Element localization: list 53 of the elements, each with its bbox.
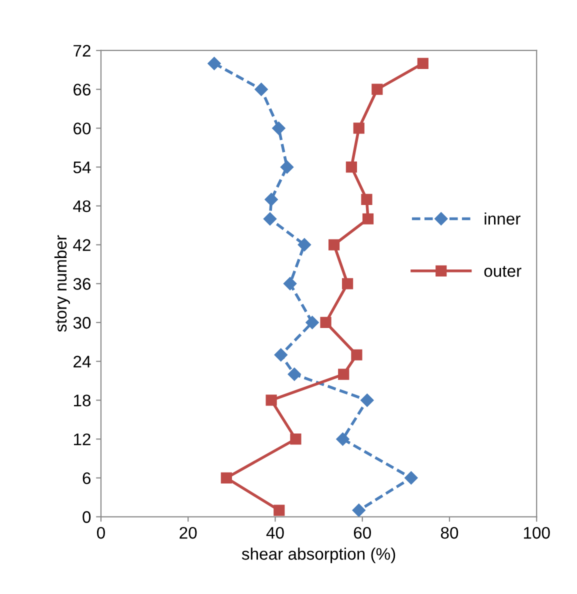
y-tick-label: 66 <box>74 84 91 96</box>
point <box>298 238 312 252</box>
y-tick-label: 36 <box>73 278 91 290</box>
y-tick-label: 42 <box>73 239 90 251</box>
x-tick-label: 20 <box>180 526 197 539</box>
point <box>283 277 297 290</box>
point <box>266 394 277 406</box>
y-tick-label: 60 <box>74 122 91 134</box>
point <box>353 122 364 134</box>
point <box>306 316 319 330</box>
point <box>362 213 374 224</box>
y-tick-label: 54 <box>73 162 91 174</box>
point <box>336 432 350 446</box>
y-tick-label: 12 <box>74 433 90 446</box>
y-tick-label: 48 <box>73 200 91 212</box>
point <box>328 239 340 250</box>
point <box>254 82 268 96</box>
legend-label: inner <box>484 212 520 225</box>
point <box>288 368 301 381</box>
point <box>274 348 288 362</box>
point <box>346 162 358 173</box>
point <box>263 212 277 226</box>
y-tick-label: 18 <box>74 394 91 406</box>
point <box>274 504 285 516</box>
point <box>361 194 372 205</box>
point <box>372 84 383 95</box>
x-tick-label: 80 <box>440 526 458 539</box>
point <box>360 394 374 407</box>
x-tick-label: 40 <box>266 526 284 539</box>
x-tick-label: 0 <box>96 526 105 539</box>
y-tick-label: 72 <box>74 44 90 57</box>
point <box>272 122 286 135</box>
x-tick-label: 60 <box>354 526 371 539</box>
legend-label: outer <box>484 266 522 277</box>
point <box>290 434 302 445</box>
y-tick-label: 0 <box>82 511 91 523</box>
point <box>404 471 418 485</box>
y-tick-label: 24 <box>74 356 91 368</box>
point <box>417 58 428 69</box>
y-axis-title: story number <box>54 235 70 332</box>
point <box>352 504 366 517</box>
x-tick-label: 100 <box>524 526 550 539</box>
point <box>342 278 354 290</box>
y-tick-label: 6 <box>82 472 91 484</box>
point <box>320 316 332 328</box>
point <box>280 160 294 174</box>
x-axis-title: shear absorption (%) <box>242 548 396 564</box>
point <box>208 56 221 70</box>
y-tick-label: 30 <box>73 316 91 329</box>
point <box>351 349 362 360</box>
point <box>220 472 232 484</box>
point <box>264 192 278 206</box>
point <box>338 368 350 380</box>
